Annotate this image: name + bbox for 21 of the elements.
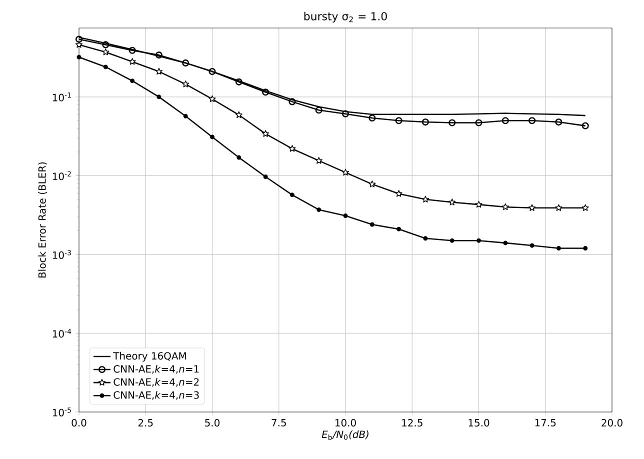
y-tick-label: 10$^{-2}$ bbox=[52, 171, 71, 180]
x-tick-label: 10.0 bbox=[336, 418, 356, 427]
x-axis-title: E$_{b}$/N$_{0}$(dB) bbox=[322, 430, 368, 440]
y-tick-label: 10$^{-4}$ bbox=[52, 328, 72, 338]
x-tick-label: 5.0 bbox=[205, 418, 220, 427]
x-tick-label: 15.0 bbox=[468, 418, 490, 427]
legend-label: CNN-AE,k=4,n=3 bbox=[114, 391, 199, 400]
legend-label: CNN-AE,k=4,n=2 bbox=[114, 378, 199, 387]
x-tick-label: 7.5 bbox=[272, 419, 286, 426]
x-tick-label: 17.5 bbox=[535, 419, 556, 426]
chart-title: bursty σ$_{2}$ = 1.0 bbox=[304, 12, 387, 22]
x-tick-label: 2.5 bbox=[138, 418, 153, 427]
y-tick-label: 10$^{-1}$ bbox=[52, 92, 71, 102]
y-tick-label: 10$^{-3}$ bbox=[52, 250, 71, 259]
legend-label: CNN-AE,k=4,n=1 bbox=[114, 364, 199, 374]
x-tick-label: 20.0 bbox=[602, 418, 622, 427]
x-tick-label: 12.5 bbox=[402, 418, 422, 427]
y-tick-label: 10$^{-5}$ bbox=[52, 408, 71, 416]
x-tick-label: 0.0 bbox=[72, 418, 86, 427]
y-axis-title: Block Error Rate (BLER) bbox=[38, 162, 48, 278]
legend-label: Theory 16QAM bbox=[113, 352, 186, 362]
